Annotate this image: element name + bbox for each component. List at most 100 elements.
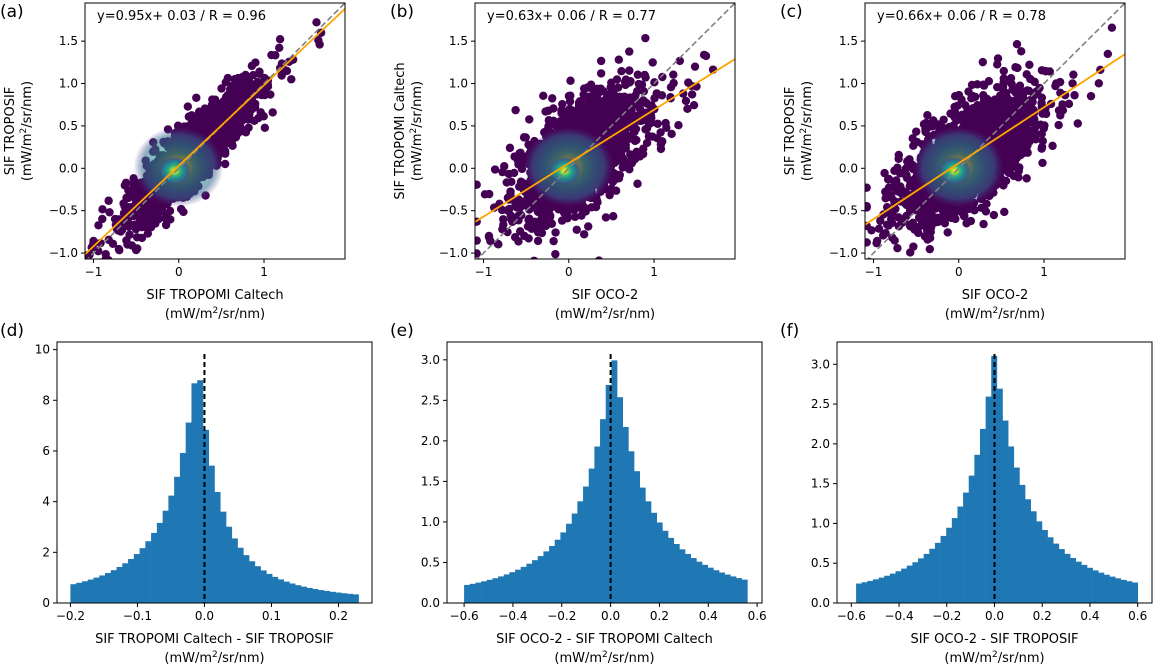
scatter-point: [612, 139, 622, 148]
scatter-point: [943, 228, 952, 237]
scatter-point: [260, 123, 270, 132]
scatter-point: [625, 66, 634, 75]
y-axis: −1.0−0.50.00.51.01.5: [439, 34, 475, 260]
scatter-point: [912, 127, 921, 136]
scatter-point: [494, 240, 503, 249]
fit-annotation: y=0.95x+ 0.03 / R = 0.96: [97, 9, 266, 24]
scatter-point: [530, 256, 538, 259]
scatter-point: [631, 99, 641, 109]
scatter-point: [603, 105, 612, 115]
y-tick-label: 1.5: [449, 34, 468, 48]
scatter-point: [1058, 106, 1068, 115]
y-axis-label: SIF TROPOMI Caltech (mW/m2/sr/nm): [393, 62, 425, 199]
scatter-point: [114, 244, 124, 254]
scatter-point: [221, 78, 230, 87]
x-tick-label: 1: [260, 265, 268, 279]
scatter-point: [275, 35, 285, 44]
scatter-point: [238, 80, 247, 90]
scatter-point: [544, 116, 554, 125]
scatter-point: [1001, 88, 1011, 98]
scatter-point: [639, 144, 648, 153]
scatter-point: [614, 55, 624, 64]
scatter-point: [633, 179, 642, 188]
scatter-point: [903, 157, 912, 166]
scatter-point: [539, 91, 548, 100]
scatter-point: [950, 92, 960, 101]
y-axis-label: SIF TROPOSIF (mW/m2/sr/nm): [3, 81, 35, 181]
scatter-point: [98, 205, 107, 214]
scatter-point: [993, 82, 1002, 92]
scatter-point: [217, 104, 226, 113]
scatter-point: [217, 84, 226, 93]
density-core: [548, 156, 581, 185]
scatter-point: [1048, 141, 1057, 151]
scatter-point: [275, 43, 284, 53]
scatter-point: [312, 18, 321, 27]
scatter-point: [608, 98, 617, 107]
scatter-point: [524, 215, 533, 225]
scatter-point: [577, 211, 586, 220]
scatter-point: [957, 95, 966, 104]
scatter-point: [865, 202, 871, 211]
y-tick-label: −0.5: [439, 204, 468, 218]
scatter-point: [218, 134, 228, 143]
scatter-point: [1001, 176, 1011, 186]
panel-c: y=0.66x+ 0.06 / R = 0.78−1 0 1−1.0−0.50.00…: [780, 2, 1126, 322]
scatter-point: [879, 210, 888, 219]
scatter-point: [229, 108, 238, 117]
scatter-point: [166, 215, 175, 224]
scatter-point: [132, 233, 142, 242]
scatter-point: [641, 33, 650, 43]
scatter-point: [1094, 79, 1104, 88]
scatter-point: [979, 81, 989, 90]
x-tick-label: 1: [650, 265, 658, 279]
panel-label: (a): [0, 2, 24, 22]
scatter-point: [1037, 93, 1047, 102]
scatter-point: [1022, 174, 1031, 183]
scatter-point: [94, 246, 103, 256]
scatter-point: [525, 205, 534, 214]
scatter-point: [639, 87, 649, 96]
scatter-point: [110, 214, 120, 224]
axes-frame: [474, 2, 736, 260]
scatter-point: [484, 231, 494, 241]
x-tick-label: 0: [175, 265, 183, 279]
scatter-point: [1068, 79, 1077, 88]
scatter-point: [667, 129, 676, 139]
scatter-point: [674, 121, 683, 130]
scatter-point: [228, 130, 237, 139]
scatter-point: [634, 79, 644, 89]
scatter-point: [514, 160, 523, 169]
scatter-point: [928, 211, 937, 221]
scatter-point: [136, 207, 146, 216]
scatter-point: [620, 92, 629, 101]
scatter-point: [143, 229, 153, 238]
scatter-point: [967, 80, 977, 90]
scatter-point: [548, 94, 557, 103]
scatter-point: [922, 215, 931, 225]
scatter-point: [951, 214, 960, 224]
scatter-point: [982, 199, 991, 209]
scatter-point: [124, 193, 133, 203]
scatter-point: [592, 93, 601, 102]
plot-area: [85, 3, 345, 259]
scatter-point: [570, 212, 580, 222]
y-tick-label: 0.0: [449, 161, 468, 175]
scatter-point: [533, 227, 543, 237]
scatter-point: [515, 149, 524, 158]
scatter-point: [955, 204, 965, 214]
scatter-point: [912, 137, 922, 147]
scatter-point: [499, 215, 508, 224]
scatter-point: [498, 225, 507, 234]
scatter-point: [120, 202, 129, 211]
scatter-point: [1038, 158, 1047, 168]
panel-label: (b): [390, 2, 414, 22]
scatter-point: [1030, 77, 1039, 87]
scatter-point: [679, 89, 688, 98]
scatter-point: [521, 133, 530, 142]
scatter-point: [267, 50, 276, 60]
scatter-point: [960, 211, 969, 221]
scatter-point: [1025, 60, 1034, 69]
scatter-point: [1069, 70, 1078, 79]
scatter-point: [653, 119, 662, 128]
